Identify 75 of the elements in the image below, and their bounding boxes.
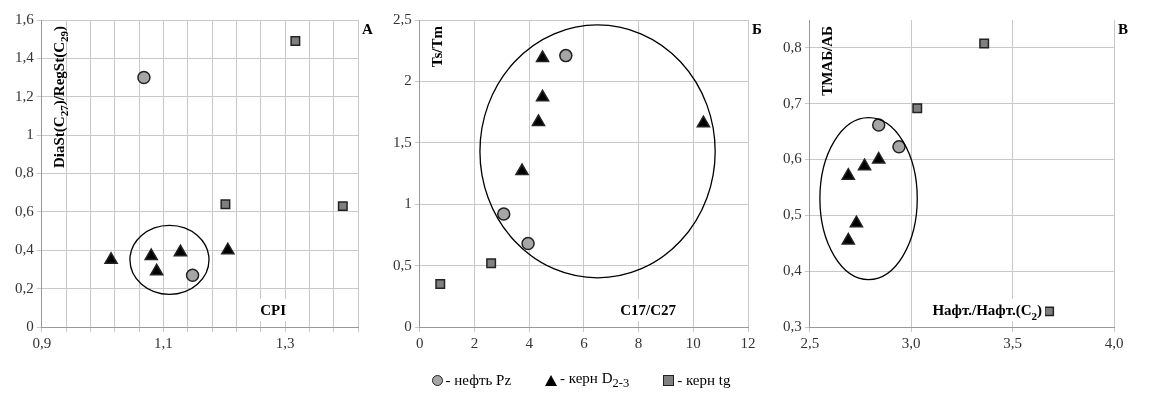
y-tick-label: 2,5 (393, 10, 412, 27)
point (841, 167, 856, 180)
point (137, 70, 151, 85)
point (290, 36, 301, 47)
x-tick-label: 10 (685, 334, 701, 351)
y-tick-label: 0,3 (783, 317, 802, 334)
y-tick-label: 1 (404, 195, 412, 212)
y-tick-label: 0 (26, 317, 34, 334)
y-tick-label: 0,6 (15, 202, 35, 219)
y-tick-label: 2 (404, 72, 412, 89)
text: А (362, 21, 373, 37)
y-tick-label: 0,5 (393, 256, 412, 273)
x-tick-label: 2 (470, 334, 479, 351)
point (979, 38, 990, 49)
point (857, 158, 872, 171)
point (521, 236, 535, 251)
legend-label: - керн tg (677, 372, 731, 389)
point (486, 258, 497, 269)
y-tick-label: 0 (404, 317, 412, 334)
x-tick-label: 8 (634, 334, 643, 351)
point (496, 207, 511, 221)
x-tick-label: 3,5 (1003, 334, 1022, 351)
point (220, 199, 231, 210)
y-tick-label: 0,4 (783, 262, 803, 279)
point (337, 201, 348, 212)
y-tick-label: 1,5 (393, 133, 412, 150)
x-tick-label: 12 (740, 334, 756, 351)
point (849, 215, 864, 228)
text: В (1118, 21, 1129, 37)
point (221, 242, 235, 255)
x-tick-label: 0,9 (32, 334, 52, 351)
point (104, 252, 118, 265)
x-tick-label: 0 (416, 334, 424, 351)
x-axis-title: CPI (260, 302, 287, 318)
y-axis-title: ТМАБ/АБ (818, 25, 835, 96)
y-axis-title: DiaSt(C27)/RegSt(C29) (50, 26, 71, 168)
point (515, 163, 529, 176)
y-tick-label: 0,7 (783, 94, 803, 111)
legend-label: - нефть Pz (445, 372, 512, 389)
y-tick-label: 0,6 (783, 150, 803, 167)
y-tick-label: 1,4 (15, 49, 35, 66)
legend-label: - керн D$_{2-3}$ (560, 370, 630, 391)
point (912, 103, 923, 114)
y-tick-label: 1,6 (15, 10, 35, 27)
point (535, 50, 550, 63)
x-tick-label: 1,1 (154, 334, 173, 351)
point (892, 139, 906, 154)
y-tick-label: 0,8 (15, 164, 34, 181)
point (531, 114, 546, 127)
y-tick-label: 0,8 (783, 38, 802, 55)
point (871, 151, 886, 164)
y-tick-label: 1,2 (15, 87, 34, 104)
y-tick-label: 0,2 (15, 279, 34, 296)
point (535, 89, 550, 102)
x-tick-label: 4,0 (1104, 334, 1124, 351)
point (144, 248, 159, 261)
point (871, 118, 886, 132)
point (173, 244, 188, 257)
point (559, 48, 573, 63)
point (185, 268, 200, 282)
y-tick-label: 0,4 (15, 241, 35, 258)
x-axis-title: C17/C27 (620, 302, 677, 318)
x-tick-label: 2,5 (800, 334, 820, 351)
text: Б (752, 21, 762, 37)
point (696, 115, 711, 128)
point (435, 279, 446, 290)
x-tick-label: 6 (580, 334, 589, 351)
y-tick-label: 1 (26, 126, 34, 143)
x-tick-label: 4 (525, 334, 534, 351)
point (149, 263, 164, 276)
point (841, 232, 856, 245)
x-tick-label: 3,0 (901, 334, 921, 351)
x-tick-label: 1,3 (275, 334, 295, 351)
y-axis-title: Ts/Tm (428, 25, 445, 68)
y-tick-label: 0,5 (783, 206, 802, 223)
